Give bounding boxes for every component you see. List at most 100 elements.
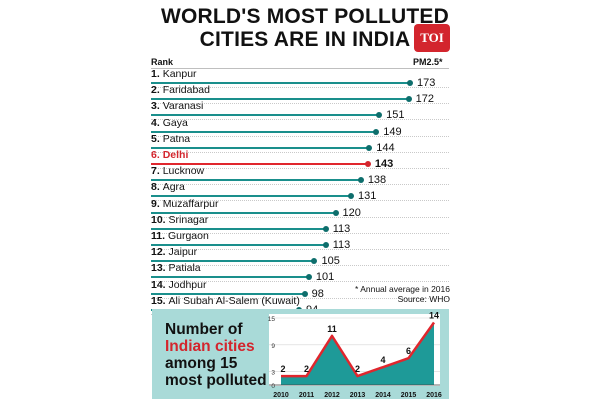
city-label: 13. Patiala: [151, 262, 201, 274]
source-note: Source: WHO: [397, 294, 450, 304]
city-label: 11. Gurgaon: [151, 230, 209, 242]
value-label: 149: [383, 125, 402, 138]
row-divider: [151, 281, 449, 283]
rank-header: Rank: [151, 57, 174, 67]
rank-number: 11.: [151, 230, 168, 242]
row-divider: [151, 232, 449, 234]
row-divider: [151, 184, 449, 186]
data-label: 2: [355, 364, 360, 374]
city-label: 5. Patna: [151, 133, 190, 145]
value-bar: [151, 276, 309, 279]
city-name: Agra: [162, 181, 185, 194]
rank-number: 6.: [151, 149, 163, 161]
row-divider: [151, 103, 449, 105]
value-bar: [151, 244, 326, 246]
city-name: Patna: [162, 132, 191, 145]
row-divider: [151, 216, 449, 218]
data-label: 2: [280, 364, 285, 374]
rank-number: 13.: [151, 262, 169, 275]
toi-logo: TOI: [414, 24, 450, 52]
rank-number: 9.: [151, 197, 163, 210]
value-dot: [373, 128, 380, 135]
data-label: 11: [327, 324, 337, 334]
city-label: 15. Ali Subah Al-Salem (Kuwait): [151, 295, 300, 307]
panel-title-line1: Number of: [165, 321, 243, 338]
row-divider: [151, 151, 449, 153]
city-name: Kanpur: [162, 68, 197, 80]
city-name: Jodhpur: [168, 278, 207, 291]
value-dot: [311, 258, 318, 265]
value-bar: [151, 114, 380, 117]
city-name: Varanasi: [162, 100, 204, 113]
value-dot: [322, 225, 329, 232]
x-tick-label: 2014: [375, 392, 391, 399]
panel-title-line2: Indian cities: [165, 338, 255, 355]
row-divider: [151, 265, 449, 267]
value-bar: [151, 82, 410, 84]
row-divider: [151, 249, 449, 250]
city-name: Gaya: [162, 116, 188, 129]
value-dot: [357, 177, 364, 184]
value-bar: [151, 227, 326, 230]
value-dot: [322, 242, 329, 248]
rank-number: 3.: [151, 100, 163, 113]
value-bar: [151, 260, 315, 263]
row-divider: [151, 87, 449, 88]
rank-number: 5.: [151, 132, 163, 145]
x-tick-label: 2016: [426, 392, 442, 399]
y-tick-label: 3: [271, 370, 275, 377]
data-label: 2: [304, 364, 309, 374]
value-bar: [151, 163, 368, 165]
value-label: 131: [357, 190, 377, 203]
x-tick-label: 2012: [324, 392, 340, 399]
pm25-header: PM2.5*: [413, 57, 443, 67]
value-label: 172: [415, 93, 434, 106]
value-bar: [151, 292, 305, 295]
rank-number: 15.: [151, 294, 169, 307]
city-label: 8. Agra: [151, 181, 185, 193]
y-tick-label: 0: [271, 383, 275, 390]
value-dot: [407, 80, 413, 86]
value-label: 144: [376, 141, 395, 154]
city-label: 2. Faridabad: [151, 84, 210, 96]
value-label: 173: [417, 77, 436, 89]
rank-number: 2.: [151, 84, 163, 97]
data-label: 14: [429, 310, 439, 320]
x-tick-label: 2015: [401, 392, 417, 399]
trend-area: [281, 322, 434, 385]
value-dot: [364, 161, 371, 167]
value-dot: [332, 209, 339, 216]
city-label: 10. Srinagar: [151, 214, 208, 226]
rank-number: 7.: [151, 165, 163, 178]
rank-number: 14.: [151, 278, 169, 291]
rank-number: 12.: [151, 246, 169, 259]
data-label: 6: [406, 346, 411, 356]
row-divider: [151, 168, 449, 169]
city-name: Jaipur: [168, 246, 198, 259]
value-label: 120: [342, 206, 361, 219]
city-label: 1. Kanpur: [151, 68, 197, 80]
value-label: 101: [315, 271, 335, 284]
chart-title-line2: CITIES ARE IN INDIA: [199, 28, 411, 51]
rank-number: 1.: [151, 68, 163, 80]
value-dot: [347, 193, 354, 200]
city-label: 4. Gaya: [151, 117, 188, 129]
row-divider: [151, 200, 449, 202]
value-label: 98: [311, 287, 324, 300]
value-dot: [376, 112, 383, 119]
city-name: Muzaffarpur: [162, 197, 219, 210]
value-dot: [366, 144, 373, 151]
city-label: 6. Delhi: [151, 149, 188, 161]
value-label: 113: [332, 222, 351, 235]
panel-title-line3: among 15: [165, 355, 238, 372]
value-label: 143: [374, 158, 394, 170]
city-label: 7. Lucknow: [151, 165, 204, 177]
rank-number: 4.: [151, 116, 163, 129]
city-name: Faridabad: [162, 84, 210, 97]
city-label: 9. Muzaffarpur: [151, 198, 219, 210]
value-bar: [151, 98, 409, 101]
row-divider: [151, 297, 449, 299]
city-label: 3. Varanasi: [151, 100, 203, 112]
value-dot: [301, 290, 308, 297]
